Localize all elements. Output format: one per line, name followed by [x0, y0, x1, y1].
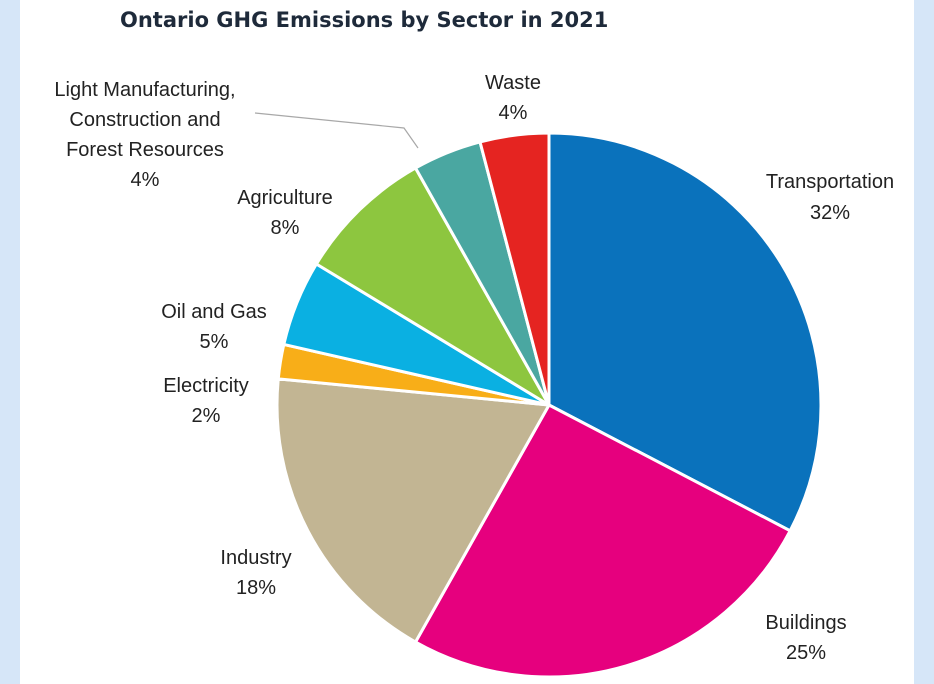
- pie-slices: [275, 131, 823, 679]
- pie-labels: Transportation 32% Buildings 25% Industry 18%…: [54, 72, 894, 664]
- slice-label-light-manufacturing-construction-and-forest-resources: Light Manufacturing, Construction and Fore…: [54, 79, 235, 191]
- pie-slice-industry: [275, 377, 551, 644]
- pie-slice-waste: [478, 131, 551, 407]
- slice-label-buildings: Buildings 25%: [765, 612, 846, 664]
- pie-slice-transportation: [547, 131, 823, 533]
- pie-slice-buildings: [414, 403, 792, 679]
- slice-label-transportation: Transportation 32%: [766, 171, 894, 224]
- slice-label-oil-and-gas: Oil and Gas 5%: [161, 301, 267, 353]
- chart-title: Ontario GHG Emissions by Sector in 2021: [120, 8, 609, 32]
- slice-label-electricity: Electricity 2%: [163, 375, 249, 427]
- slice-label-agriculture: Agriculture 8%: [237, 187, 333, 239]
- pie-slice-agriculture: [314, 166, 551, 407]
- slice-label-waste: Waste 4%: [485, 72, 541, 124]
- slice-label-industry: Industry 18%: [220, 547, 291, 599]
- leader-line-light-manufacturing: [254, 112, 419, 149]
